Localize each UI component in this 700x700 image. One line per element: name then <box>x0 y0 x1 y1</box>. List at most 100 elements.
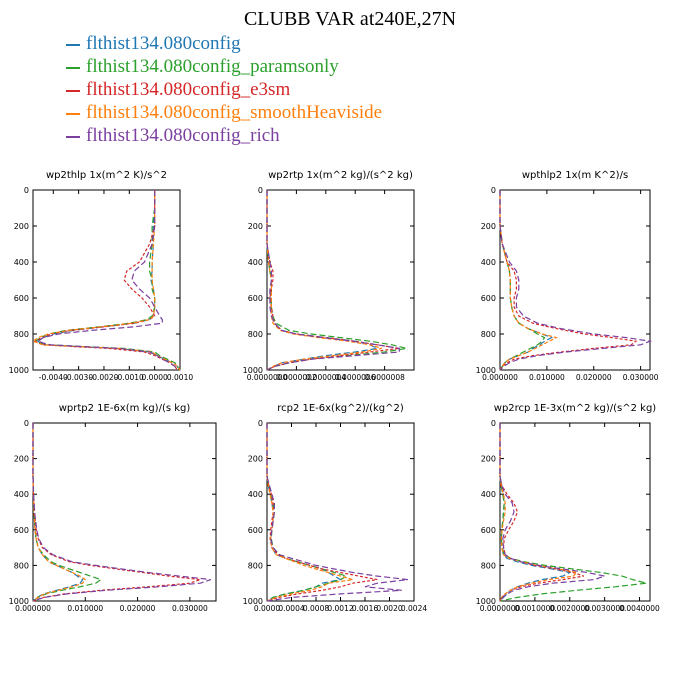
y-tick-label: 600 <box>481 526 496 535</box>
x-tick-label: 0.030000 <box>172 604 208 613</box>
series-line <box>266 423 353 602</box>
legend-item: flthist134.080config <box>66 32 382 55</box>
legend-swatch <box>66 43 80 46</box>
series-line <box>499 423 647 602</box>
x-tick-label: 0.0000 <box>254 604 280 613</box>
x-tick-label: -0.0020 <box>89 373 118 382</box>
plot-frame <box>499 189 651 371</box>
y-tick-label: 800 <box>248 561 263 570</box>
y-tick-label: 1000 <box>243 597 263 606</box>
panel-title: wp2thlp 1x(m^2 K)/s^2 <box>46 170 167 181</box>
panel-title: wp2rcp 1E-3x(m^2 kg)/(s^2 kg) <box>494 403 657 414</box>
series-line <box>266 423 408 602</box>
x-tick-label: -0.0030 <box>64 373 93 382</box>
series-line <box>499 190 638 371</box>
y-tick-label: 400 <box>248 258 263 267</box>
x-tick-label: 0.0000006 <box>335 373 376 382</box>
plot-frame <box>266 189 415 371</box>
series-line <box>266 190 382 371</box>
x-tick-label: 0.0010 <box>167 373 193 382</box>
panel-title: wprtp2 1E-6x(m kg)/(s kg) <box>59 403 191 414</box>
legend-label: flthist134.080config_paramsonly <box>86 56 339 77</box>
y-tick-label: 400 <box>481 490 496 499</box>
series-line <box>34 190 181 371</box>
y-tick-label: 200 <box>248 455 263 464</box>
series-line <box>32 423 87 602</box>
y-tick-label: 200 <box>481 455 496 464</box>
series-line <box>266 190 407 371</box>
x-tick-label: 0.010000 <box>529 373 565 382</box>
y-tick-label: 800 <box>248 330 263 339</box>
x-tick-label: 0.020000 <box>576 373 612 382</box>
series-line <box>266 423 343 602</box>
y-tick-label: 600 <box>248 526 263 535</box>
legend-label: flthist134.080config_rich <box>86 125 280 146</box>
x-tick-label: 0.0000004 <box>306 373 347 382</box>
x-tick-label: 0.0016 <box>352 604 378 613</box>
y-tick-label: 0 <box>258 419 263 428</box>
series-line <box>32 423 103 602</box>
legend-item: flthist134.080config_paramsonly <box>66 55 382 78</box>
y-tick-label: 200 <box>481 222 496 231</box>
x-tick-label: 0.0012 <box>327 604 353 613</box>
y-tick-label: 1000 <box>476 366 496 375</box>
series-line <box>32 423 211 602</box>
chart-panel: wpthlp2 1x(m K^2)/s 0 200 400 600 800 10000.00… <box>476 170 659 382</box>
x-tick-label: 0.0000002 <box>276 373 317 382</box>
series-line <box>499 190 546 371</box>
y-tick-label: 400 <box>248 490 263 499</box>
y-tick-label: 200 <box>248 222 263 231</box>
series-line <box>37 190 181 371</box>
y-tick-label: 1000 <box>243 366 263 375</box>
series-line <box>499 423 578 602</box>
x-tick-label: 0.000000 <box>482 373 518 382</box>
chart-panel: wp2thlp 1x(m^2 K)/s^2 0 200 400 600 800 1000 -0… <box>9 170 194 382</box>
chart-panel: wp2rcp 1E-3x(m^2 kg)/(s^2 kg) 0 200 400 600 8… <box>476 403 660 613</box>
panel-title: wpthlp2 1x(m K^2)/s <box>522 170 628 181</box>
plot-frame <box>499 422 651 602</box>
x-tick-label: 0.0008 <box>303 604 329 613</box>
series-line <box>266 190 400 371</box>
series-line <box>31 190 181 371</box>
y-tick-label: 0 <box>24 186 29 195</box>
series-line <box>36 190 178 371</box>
x-tick-label: 0.020000 <box>120 604 156 613</box>
panel-title: wp2rtp 1x(m^2 kg)/(s^2 kg) <box>268 170 413 181</box>
y-tick-label: 600 <box>14 526 29 535</box>
x-tick-label: 0.0040000 <box>619 604 660 613</box>
y-tick-label: 800 <box>14 330 29 339</box>
chart-panel: wp2rtp 1x(m^2 kg)/(s^2 kg) 0 200 400 600 800 1… <box>243 170 415 382</box>
y-tick-label: 0 <box>491 419 496 428</box>
y-tick-label: 0 <box>258 186 263 195</box>
x-tick-label: 0.0010000 <box>515 604 556 613</box>
y-tick-label: 800 <box>481 561 496 570</box>
y-tick-label: 1000 <box>476 597 496 606</box>
legend-label: flthist134.080config_e3sm <box>86 79 291 100</box>
series-line <box>32 423 84 602</box>
chart-panel: rcp2 1E-6x(kg^2)/(kg^2) 0 200 400 600 800 1000… <box>243 403 428 613</box>
y-tick-label: 200 <box>14 222 29 231</box>
series-line <box>499 423 584 602</box>
x-tick-label: 0.0020000 <box>549 604 590 613</box>
y-tick-label: 0 <box>24 419 29 428</box>
plot-frame <box>32 422 217 602</box>
y-tick-label: 0 <box>491 186 496 195</box>
legend-item: flthist134.080config_e3sm <box>66 78 382 101</box>
x-tick-label: 0.0004 <box>278 604 304 613</box>
series-line <box>499 423 572 602</box>
x-tick-label: 0.010000 <box>67 604 103 613</box>
y-tick-label: 800 <box>481 330 496 339</box>
legend-swatch <box>66 89 80 92</box>
x-tick-label: 0.0000008 <box>364 373 405 382</box>
x-tick-label: 0.0024 <box>401 604 427 613</box>
legend-label: flthist134.080config_smoothHeaviside <box>86 102 383 123</box>
legend-item: flthist134.080config_smoothHeaviside <box>66 101 382 124</box>
y-tick-label: 400 <box>14 490 29 499</box>
y-tick-label: 400 <box>481 258 496 267</box>
x-tick-label: 0.0020 <box>376 604 402 613</box>
x-tick-label: 0.0030000 <box>584 604 625 613</box>
legend-swatch <box>66 135 80 138</box>
y-tick-label: 800 <box>14 561 29 570</box>
series-line <box>499 190 554 371</box>
